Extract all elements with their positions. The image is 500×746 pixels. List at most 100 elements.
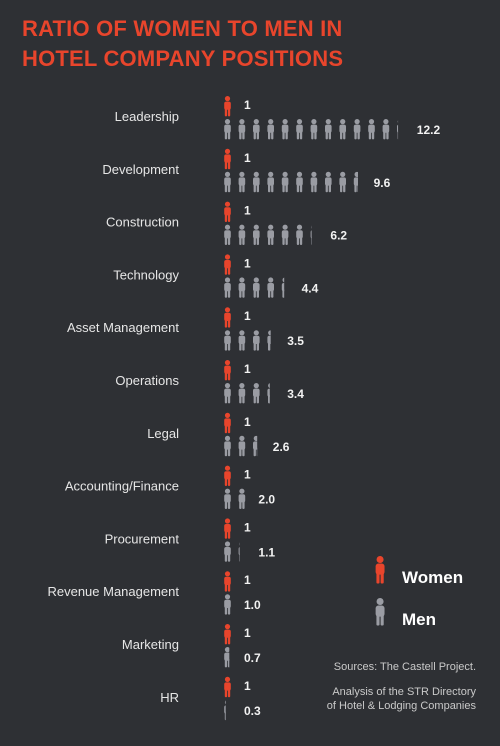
women-value-legal: 1 [244, 415, 251, 429]
man-icon [382, 119, 390, 140]
source-note: Sources: The Castell Project. Analysis o… [327, 660, 476, 713]
man-partial-icon [253, 435, 258, 457]
woman-icon [224, 254, 231, 275]
women-value-hr: 1 [244, 679, 251, 693]
men-value-marketing: 0.7 [244, 651, 261, 665]
man-partial-icon [281, 277, 285, 298]
man-icon [267, 224, 274, 245]
man-partial-icon [224, 700, 226, 721]
man-icon [238, 330, 246, 351]
man-icon [296, 224, 303, 245]
legend-women-label: Women [402, 568, 463, 587]
man-icon [281, 171, 289, 193]
man-partial-icon [224, 647, 230, 668]
women-value-marketing: 1 [244, 626, 251, 640]
man-icon [238, 224, 246, 245]
category-label-accounting-finance: Accounting/Finance [65, 479, 179, 494]
man-icon [238, 277, 246, 298]
category-label-legal: Legal [147, 426, 179, 441]
legend-men-icon [375, 598, 385, 626]
man-icon [310, 119, 318, 140]
man-icon [224, 541, 231, 562]
man-icon [310, 171, 318, 193]
man-icon [368, 119, 375, 140]
man-icon [224, 330, 231, 351]
man-icon [253, 277, 260, 298]
women-value-asset-management: 1 [244, 309, 251, 323]
man-partial-icon [267, 330, 271, 351]
man-icon [296, 119, 303, 140]
woman-icon [224, 571, 231, 592]
man-icon [353, 119, 361, 140]
man-partial-icon [238, 542, 240, 562]
woman-icon [224, 360, 231, 381]
legend-women-icon [375, 556, 385, 584]
man-icon [224, 224, 231, 245]
chart-title-line-2: HOTEL COMPANY POSITIONS [22, 46, 344, 71]
women-value-operations: 1 [244, 362, 251, 376]
women-value-construction: 1 [244, 204, 251, 218]
man-icon [238, 383, 246, 404]
man-icon [238, 435, 246, 457]
man-icon [224, 171, 231, 193]
man-icon [238, 119, 246, 140]
men-value-hr: 0.3 [244, 704, 261, 718]
man-partial-icon [353, 171, 359, 193]
category-label-development: Development [102, 162, 179, 177]
category-label-hr: HR [160, 690, 179, 705]
women-value-leadership: 1 [244, 98, 251, 112]
source-line-1: Sources: The Castell Project. [333, 661, 476, 673]
category-label-leadership: Leadership [115, 109, 179, 124]
woman-icon [224, 676, 231, 698]
woman-icon [224, 96, 231, 117]
men-value-leadership: 12.2 [417, 123, 441, 137]
man-icon [224, 488, 231, 509]
legend: Women Men [375, 556, 463, 629]
woman-icon [224, 412, 231, 434]
women-value-technology: 1 [244, 256, 251, 270]
man-icon [224, 277, 231, 298]
man-icon [296, 171, 303, 193]
men-value-legal: 2.6 [273, 440, 290, 454]
source-line-2: Analysis of the STR Directory [332, 686, 476, 698]
man-icon [224, 435, 231, 457]
man-icon [253, 171, 260, 193]
men-value-procurement: 1.1 [258, 545, 275, 559]
man-icon [224, 594, 231, 615]
man-icon [253, 119, 260, 140]
women-value-accounting-finance: 1 [244, 468, 251, 482]
man-icon [238, 171, 246, 193]
source-line-3: of Hotel & Lodging Companies [326, 700, 476, 712]
category-label-revenue-management: Revenue Management [47, 584, 179, 599]
men-value-asset-management: 3.5 [287, 334, 304, 348]
woman-icon [224, 465, 231, 486]
category-label-procurement: Procurement [105, 531, 180, 546]
woman-icon [224, 201, 231, 222]
men-value-operations: 3.4 [287, 387, 304, 401]
men-value-construction: 6.2 [330, 229, 347, 243]
man-icon [325, 171, 332, 193]
man-partial-icon [397, 120, 399, 140]
men-value-development: 9.6 [374, 176, 391, 190]
chart-title: RATIO OF WOMEN TO MEN IN HOTEL COMPANY P… [22, 14, 482, 74]
man-icon [253, 224, 260, 245]
man-icon [224, 383, 231, 404]
man-icon [267, 277, 274, 298]
man-partial-icon [310, 225, 312, 245]
woman-icon [224, 148, 231, 170]
man-icon [325, 119, 332, 140]
category-label-operations: Operations [115, 373, 179, 388]
woman-icon [224, 624, 231, 645]
women-value-development: 1 [244, 151, 251, 165]
man-icon [281, 119, 289, 140]
category-label-technology: Technology [113, 267, 179, 282]
legend-men-label: Men [402, 610, 436, 629]
category-label-asset-management: Asset Management [67, 320, 179, 335]
man-icon [267, 119, 274, 140]
man-icon [224, 119, 231, 140]
men-value-technology: 4.4 [302, 281, 319, 295]
man-icon [238, 488, 246, 509]
woman-icon [224, 518, 231, 539]
man-icon [253, 330, 260, 351]
